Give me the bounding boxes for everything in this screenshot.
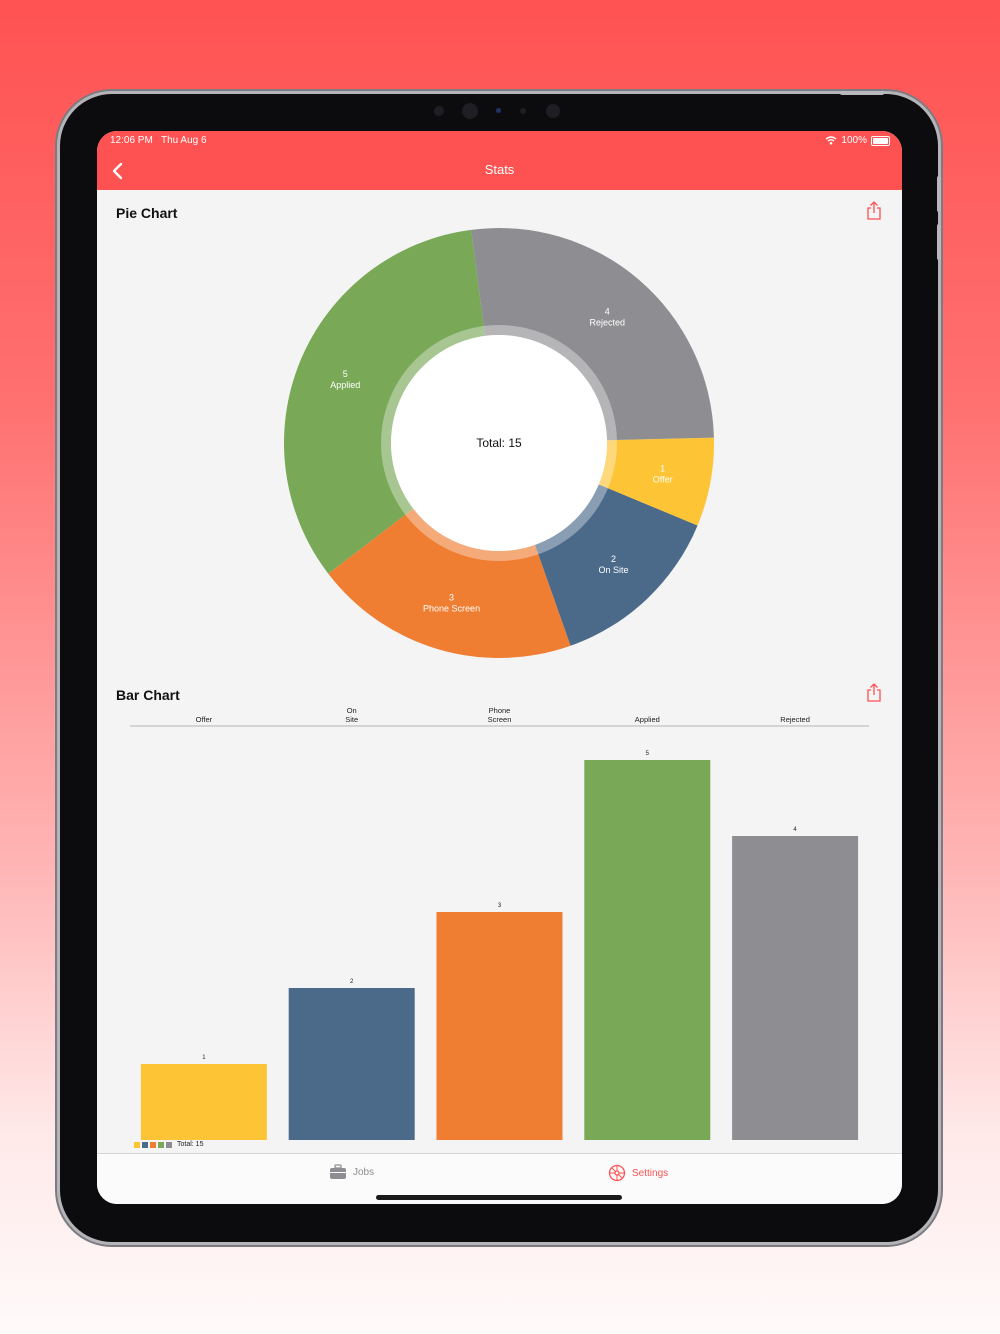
pie-value-label: 1 [660, 463, 665, 473]
volume-down-button [937, 224, 941, 260]
bar-offer [140, 1064, 267, 1140]
legend-swatch-applied [158, 1141, 164, 1148]
pie-value-label: 2 [611, 554, 616, 564]
power-button [840, 91, 884, 95]
pie-category-label: Offer [653, 474, 673, 484]
bar-category-label: Screen [488, 715, 512, 724]
battery-icon [871, 135, 890, 146]
pie-value-label: 5 [343, 369, 348, 379]
volume-up-button [937, 176, 941, 212]
bar-value-label: 2 [350, 979, 354, 985]
settings-gear-icon [608, 1164, 626, 1182]
chevron-left-icon [112, 162, 123, 180]
back-button[interactable] [105, 159, 129, 183]
bar-value-label: 5 [646, 751, 650, 757]
pie-category-label: Phone Screen [423, 604, 480, 614]
briefcase-icon [330, 1164, 346, 1179]
pie-chart-title: Pie Chart [116, 205, 178, 221]
pie-center-label: Total: 15 [476, 436, 522, 450]
pie-category-label: Applied [330, 380, 360, 390]
bar-value-label: 4 [793, 827, 797, 833]
bar-category-label: On [347, 706, 357, 715]
bar-category-label: Phone [489, 706, 511, 715]
pie-slice-on-site [534, 484, 698, 646]
pie-slice-phone-screen [328, 508, 571, 658]
legend-swatch-offer [134, 1141, 140, 1148]
bar-phone-screen [436, 912, 563, 1140]
tab-jobs-label: Jobs [353, 1166, 375, 1178]
battery-percent: 100% [841, 135, 867, 146]
share-icon [867, 201, 881, 220]
bar-share-button[interactable] [865, 683, 883, 703]
bar-value-label: 3 [498, 903, 502, 909]
bar-applied [584, 760, 711, 1140]
pie-share-button[interactable] [865, 201, 883, 221]
app-screen: 12:06 PM Thu Aug 6 100% Stats Pie Chart … [97, 131, 902, 1204]
front-camera-bar [434, 103, 566, 119]
legend-total: Total: 15 [177, 1141, 204, 1148]
legend-swatch-rejected [166, 1141, 172, 1148]
navigation-bar: 12:06 PM Thu Aug 6 100% Stats [97, 131, 902, 190]
pie-slice-rejected [471, 228, 714, 441]
pie-slice-applied [283, 229, 485, 574]
page-title: Stats [484, 162, 515, 177]
bar-value-label: 1 [202, 1055, 206, 1061]
pie-hole [391, 335, 607, 551]
bar-category-label: Rejected [780, 715, 810, 724]
pie-slice-offer [598, 437, 714, 526]
tab-settings[interactable]: Settings [608, 1164, 668, 1182]
home-indicator [376, 1195, 622, 1200]
share-icon [867, 683, 881, 702]
bar-category-label: Offer [196, 715, 213, 724]
tab-settings-label: Settings [632, 1167, 669, 1179]
wifi-icon [825, 136, 837, 145]
tab-jobs[interactable]: Jobs [329, 1164, 374, 1180]
bar-rejected [732, 836, 859, 1140]
bar-on-site [288, 988, 415, 1140]
pie-value-label: 3 [449, 593, 454, 603]
bar-category-label: Site [345, 715, 358, 724]
pie-category-label: On Site [598, 565, 628, 575]
legend-swatch-on-site [142, 1141, 148, 1148]
pie-category-label: Rejected [589, 317, 625, 327]
status-indicators: 100% [825, 135, 890, 146]
bar-legend: Total: 15 [134, 1141, 203, 1148]
pie-value-label: 4 [605, 306, 610, 316]
bar-chart-title: Bar Chart [116, 687, 180, 703]
status-time: 12:06 PM Thu Aug 6 [110, 135, 207, 146]
pie-inner-highlight [381, 325, 617, 561]
legend-swatch-phone-screen [150, 1141, 156, 1148]
bar-category-label: Applied [635, 715, 660, 724]
